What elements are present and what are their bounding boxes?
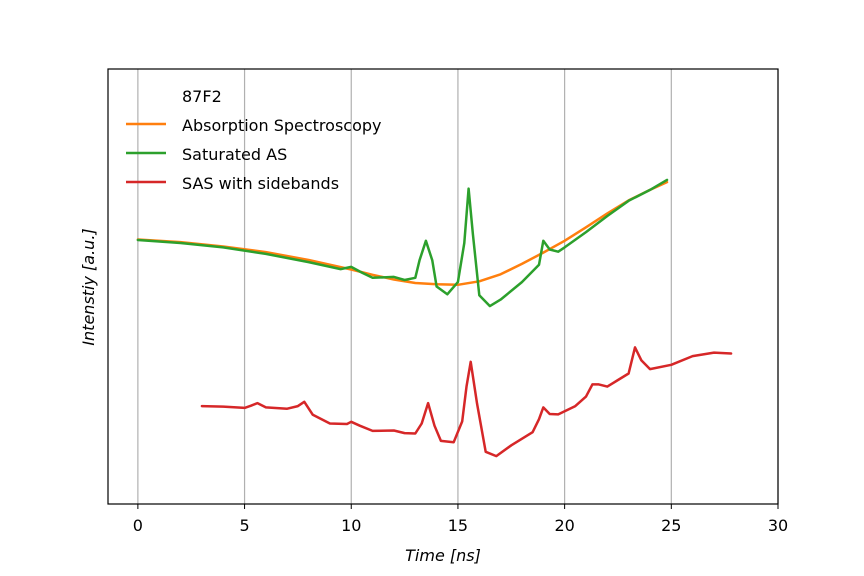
legend-entry-sidebands: SAS with sidebands xyxy=(182,174,339,193)
legend-entry-absorption: Absorption Spectroscopy xyxy=(182,116,381,135)
legend-entry-saturated: Saturated AS xyxy=(182,145,287,164)
x-tick-label-25: 25 xyxy=(661,516,681,535)
x-tick-label-10: 10 xyxy=(341,516,361,535)
series-lines xyxy=(136,178,733,458)
x-axis-ticks: 0 5 10 15 20 25 30 xyxy=(133,504,788,535)
y-axis-label: Intenstiy [a.u.] xyxy=(79,228,98,345)
series-line-2 xyxy=(136,178,669,308)
plot-area-frame xyxy=(107,68,779,505)
x-tick-label-20: 20 xyxy=(554,516,574,535)
series-line-1 xyxy=(136,180,669,287)
x-axis-label: Time [ns] xyxy=(405,546,481,565)
x-tick-label-5: 5 xyxy=(239,516,249,535)
x-tick-label-30: 30 xyxy=(768,516,788,535)
legend: 87F2 Absorption Spectroscopy Saturated A… xyxy=(126,87,381,193)
legend-title: 87F2 xyxy=(182,87,222,106)
series-line-3 xyxy=(200,346,733,458)
x-tick-label-0: 0 xyxy=(133,516,143,535)
x-tick-label-15: 15 xyxy=(448,516,468,535)
